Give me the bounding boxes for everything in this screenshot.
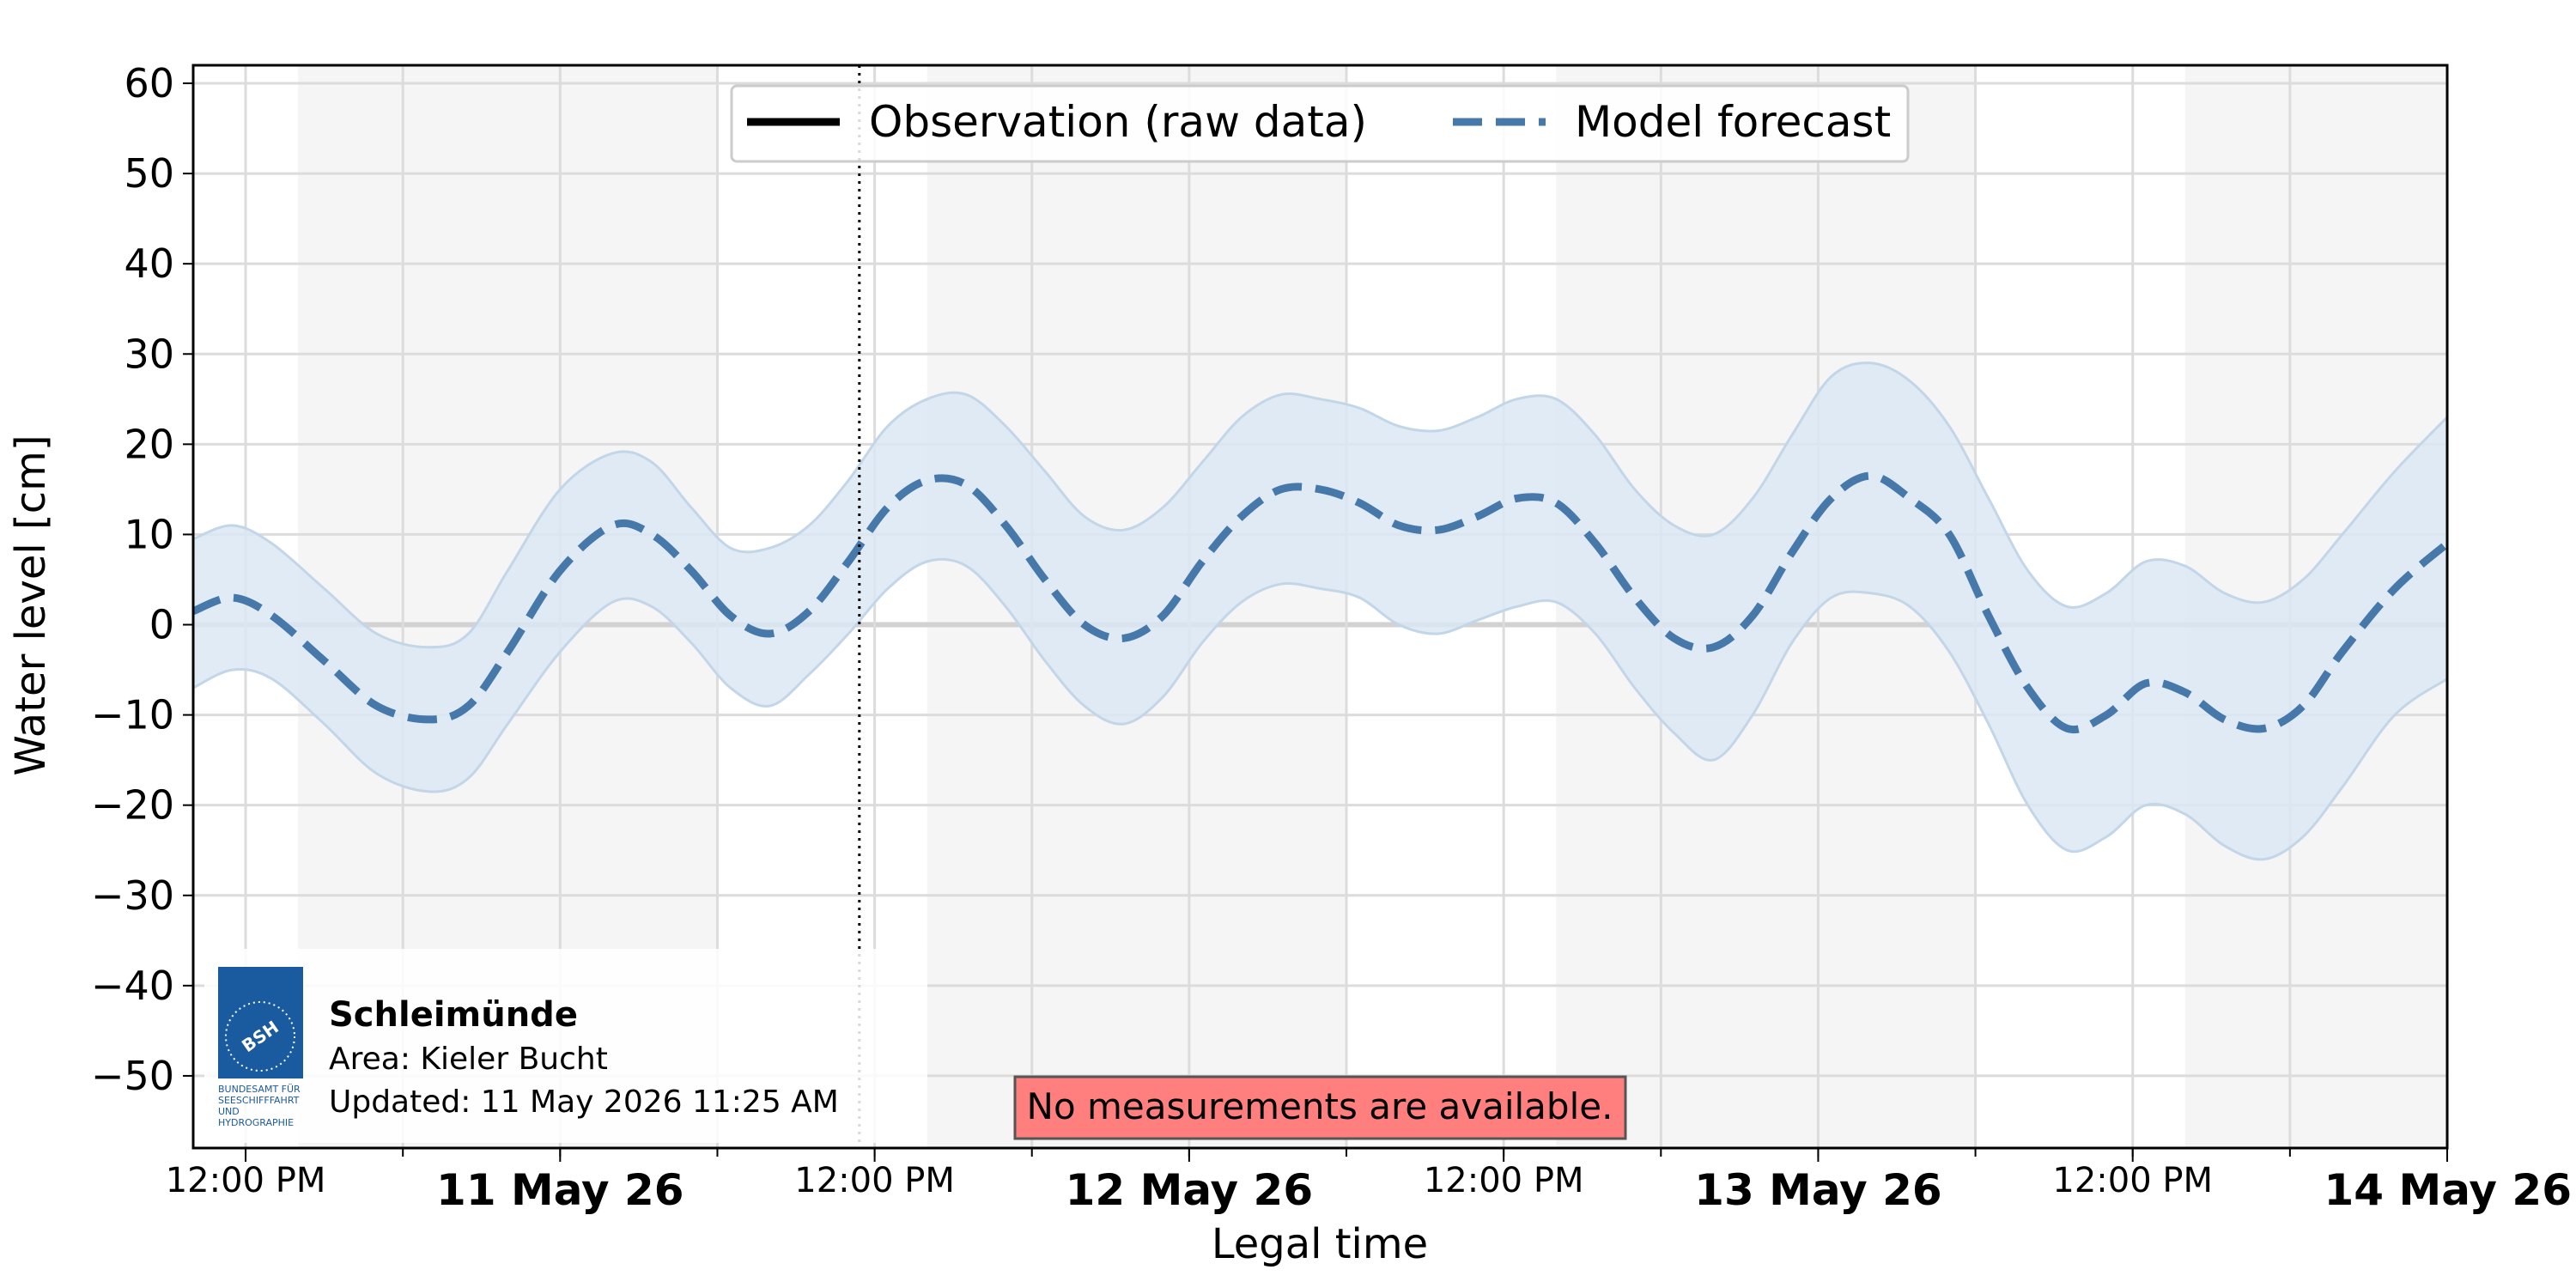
y-tick-label: 60 — [124, 60, 174, 106]
legend: Observation (raw data) Model forecast — [730, 84, 1910, 163]
bsh-logo-caption: BUNDESAMT FÜR — [218, 1084, 301, 1095]
x-tick-label-date: 13 May 26 — [1694, 1165, 1942, 1215]
bsh-logo-caption: SEESCHIFFFAHRT — [218, 1095, 300, 1106]
y-tick-label: −10 — [91, 692, 174, 738]
bsh-logo-caption: HYDROGRAPHIE — [218, 1117, 294, 1128]
x-tick-label-time: 12:00 PM — [2052, 1161, 2213, 1200]
x-tick-label-time: 12:00 PM — [166, 1161, 326, 1200]
x-tick-label-date: 14 May 26 — [2324, 1165, 2572, 1215]
x-axis-label: Legal time — [1212, 1220, 1428, 1268]
forecast-line — [191, 471, 2450, 734]
x-tick-label-time: 12:00 PM — [1424, 1161, 1584, 1200]
y-tick-label: 10 — [124, 511, 174, 557]
y-tick-label: −40 — [91, 963, 174, 1009]
axes: 60 50 40 30 20 10 0 −10 −20 −30 −40 −50 12:00 PM 11 M… — [91, 60, 2572, 1215]
warning-text: No measurements are available. — [1027, 1085, 1613, 1127]
x-tick-label-date: 11 May 26 — [436, 1165, 684, 1215]
station-updated: Updated: 11 May 2026 11:25 AM — [329, 1084, 839, 1120]
y-tick-label: 50 — [124, 150, 174, 197]
warning-box — [1013, 1075, 1627, 1140]
station-name: Schleimünde — [329, 995, 578, 1035]
y-tick-label: −50 — [91, 1053, 174, 1099]
y-tick-label: 20 — [124, 421, 174, 467]
y-tick-label: −30 — [91, 872, 174, 919]
bsh-logo-caption: UND — [218, 1106, 240, 1117]
x-tick-label-date: 12 May 26 — [1066, 1165, 1314, 1215]
x-tick-label-time: 12:00 PM — [794, 1161, 955, 1200]
plot-frame — [191, 64, 2449, 1150]
y-tick-label: 40 — [124, 240, 174, 287]
y-axis-label: Water level [cm] — [7, 434, 55, 775]
station-area: Area: Kieler Bucht — [329, 1042, 608, 1077]
y-tick-label: 30 — [124, 331, 174, 377]
legend-box — [730, 84, 1910, 163]
no-data-warning: No measurements are available. — [1013, 1075, 1627, 1140]
legend-label-forecast: Model forecast — [1575, 97, 1891, 147]
bsh-logo-ring — [225, 1001, 295, 1072]
overlay-layer: Observation (raw data) Model forecast BSHB… — [204, 65, 1910, 1148]
bsh-logo — [218, 967, 303, 1078]
station-info-background — [204, 949, 927, 1143]
y-tick-label: 0 — [149, 602, 174, 648]
y-tick-label: −20 — [91, 782, 174, 829]
legend-label-observation: Observation (raw data) — [869, 97, 1367, 147]
